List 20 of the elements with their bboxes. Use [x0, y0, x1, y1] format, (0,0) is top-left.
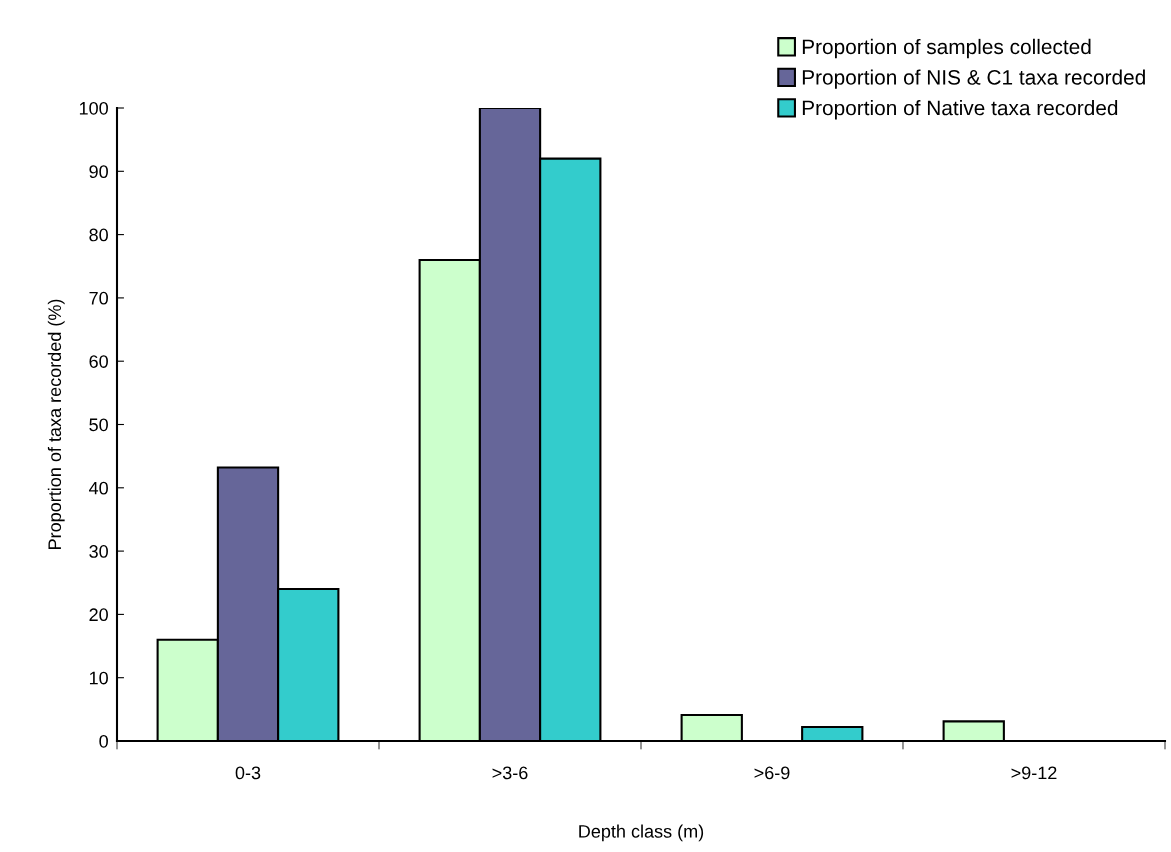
x-tick-label: >9-12 — [1011, 766, 1057, 780]
y-tick-label: 90 — [89, 165, 108, 179]
legend-label: Proportion of samples collected — [802, 38, 1091, 59]
legend-label: Proportion of NIS & C1 taxa recorded — [802, 69, 1145, 89]
y-tick-label: 100 — [79, 101, 108, 115]
y-tick-label: 70 — [89, 291, 108, 305]
x-tick-label: >3-6 — [492, 766, 528, 780]
x-axis-title: Depth class (m) — [579, 824, 704, 842]
x-tick-label: 0-3 — [235, 766, 261, 780]
legend-label: Proportion of Native taxa recorded — [802, 100, 1118, 120]
y-tick-label: 30 — [89, 545, 108, 558]
x-tick-label: >6-9 — [754, 766, 790, 780]
y-tick-label: 80 — [89, 228, 108, 242]
y-tick-label: 50 — [89, 418, 108, 432]
y-tick-label: 0 — [99, 734, 108, 748]
y-axis-title: Proportion of taxa recorded (%) — [47, 299, 65, 549]
y-tick-label: 10 — [89, 671, 108, 685]
y-tick-label: 20 — [89, 608, 108, 622]
y-tick-label: 40 — [89, 481, 108, 495]
y-tick-label: 60 — [89, 355, 108, 368]
